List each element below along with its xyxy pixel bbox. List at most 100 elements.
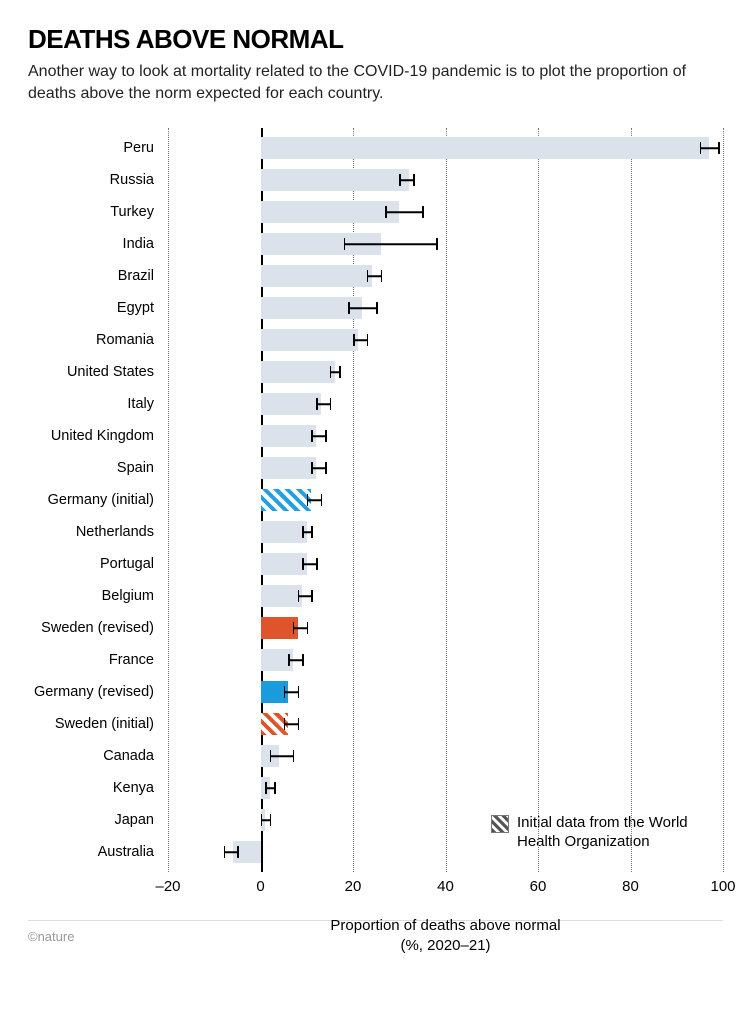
- error-bar: [288, 659, 302, 661]
- error-cap: [353, 334, 355, 346]
- error-cap: [298, 718, 300, 730]
- chart-subtitle: Another way to look at mortality related…: [28, 61, 723, 104]
- bar: [261, 361, 335, 383]
- bar: [261, 457, 317, 479]
- error-bar: [302, 563, 316, 565]
- country-label: Spain: [20, 460, 160, 476]
- bar-row: Sweden (initial): [168, 708, 723, 740]
- country-label: Turkey: [20, 204, 160, 220]
- error-cap: [288, 654, 290, 666]
- bar-row: Netherlands: [168, 516, 723, 548]
- bar: [261, 201, 400, 223]
- error-cap: [316, 398, 318, 410]
- error-cap: [311, 590, 313, 602]
- bar: [261, 329, 358, 351]
- error-cap: [339, 366, 341, 378]
- country-label: Romania: [20, 332, 160, 348]
- plot-region: Initial data from the World Health Organ…: [168, 128, 723, 872]
- x-tick-label: 60: [530, 878, 547, 895]
- bar-row: France: [168, 644, 723, 676]
- x-axis-title-line2: (%, 2020–21): [400, 937, 490, 954]
- bar-row: Sweden (revised): [168, 612, 723, 644]
- country-label: India: [20, 236, 160, 252]
- error-cap: [385, 206, 387, 218]
- error-bar: [344, 243, 437, 245]
- error-bar: [270, 755, 293, 757]
- bar-row: Peru: [168, 132, 723, 164]
- bar-row: Australia: [168, 836, 723, 868]
- bar: [261, 521, 307, 543]
- bar: [261, 553, 307, 575]
- country-label: France: [20, 652, 160, 668]
- x-axis-ticks: –20020406080100: [168, 874, 723, 914]
- error-cap: [436, 238, 438, 250]
- bar: [261, 489, 312, 511]
- country-label: Portugal: [20, 556, 160, 572]
- error-cap: [302, 526, 304, 538]
- bar-row: India: [168, 228, 723, 260]
- bar-row: Kenya: [168, 772, 723, 804]
- error-cap: [237, 846, 239, 858]
- country-label: Belgium: [20, 588, 160, 604]
- country-label: United Kingdom: [20, 428, 160, 444]
- country-label: Peru: [20, 140, 160, 156]
- country-label: Egypt: [20, 300, 160, 316]
- country-label: Russia: [20, 172, 160, 188]
- country-label: Netherlands: [20, 524, 160, 540]
- error-bar: [316, 403, 330, 405]
- x-tick-label: 100: [710, 878, 735, 895]
- error-cap: [293, 750, 295, 762]
- error-cap: [311, 526, 313, 538]
- error-cap: [330, 398, 332, 410]
- x-axis-title: Proportion of deaths above normal (%, 20…: [168, 916, 723, 955]
- country-label: United States: [20, 364, 160, 380]
- error-cap: [325, 430, 327, 442]
- bar: [261, 425, 317, 447]
- country-label: Germany (revised): [20, 684, 160, 700]
- bar: [261, 169, 409, 191]
- error-cap: [381, 270, 383, 282]
- x-tick-label: –20: [155, 878, 180, 895]
- bar-row: Romania: [168, 324, 723, 356]
- gridline: [723, 128, 724, 872]
- error-cap: [261, 814, 263, 826]
- x-tick-label: 80: [622, 878, 639, 895]
- error-bar: [298, 595, 312, 597]
- chart-container: DEATHS ABOVE NORMAL Another way to look …: [0, 0, 751, 962]
- error-bar: [224, 851, 238, 853]
- error-bar: [307, 499, 321, 501]
- bar-row: Italy: [168, 388, 723, 420]
- error-cap: [367, 334, 369, 346]
- x-axis-title-line1: Proportion of deaths above normal: [330, 917, 560, 934]
- error-cap: [700, 142, 702, 154]
- bar-row: Belgium: [168, 580, 723, 612]
- error-bar: [311, 435, 325, 437]
- error-cap: [307, 494, 309, 506]
- bar: [261, 137, 710, 159]
- error-cap: [321, 494, 323, 506]
- error-cap: [224, 846, 226, 858]
- x-tick-label: 20: [345, 878, 362, 895]
- country-label: Japan: [20, 812, 160, 828]
- bar-row: Russia: [168, 164, 723, 196]
- bar: [261, 297, 363, 319]
- x-tick-label: 40: [437, 878, 454, 895]
- error-bar: [353, 339, 367, 341]
- x-tick-label: 0: [256, 878, 264, 895]
- bar-row: Spain: [168, 452, 723, 484]
- error-cap: [348, 302, 350, 314]
- error-cap: [367, 270, 369, 282]
- bar-row: Portugal: [168, 548, 723, 580]
- country-label: Italy: [20, 396, 160, 412]
- error-cap: [413, 174, 415, 186]
- error-cap: [274, 782, 276, 794]
- error-cap: [330, 366, 332, 378]
- error-bar: [293, 627, 307, 629]
- error-cap: [325, 462, 327, 474]
- country-label: Canada: [20, 748, 160, 764]
- chart-wrap: Initial data from the World Health Organ…: [28, 128, 723, 908]
- error-bar: [311, 467, 325, 469]
- error-cap: [718, 142, 720, 154]
- chart-area: Initial data from the World Health Organ…: [168, 128, 723, 908]
- error-cap: [316, 558, 318, 570]
